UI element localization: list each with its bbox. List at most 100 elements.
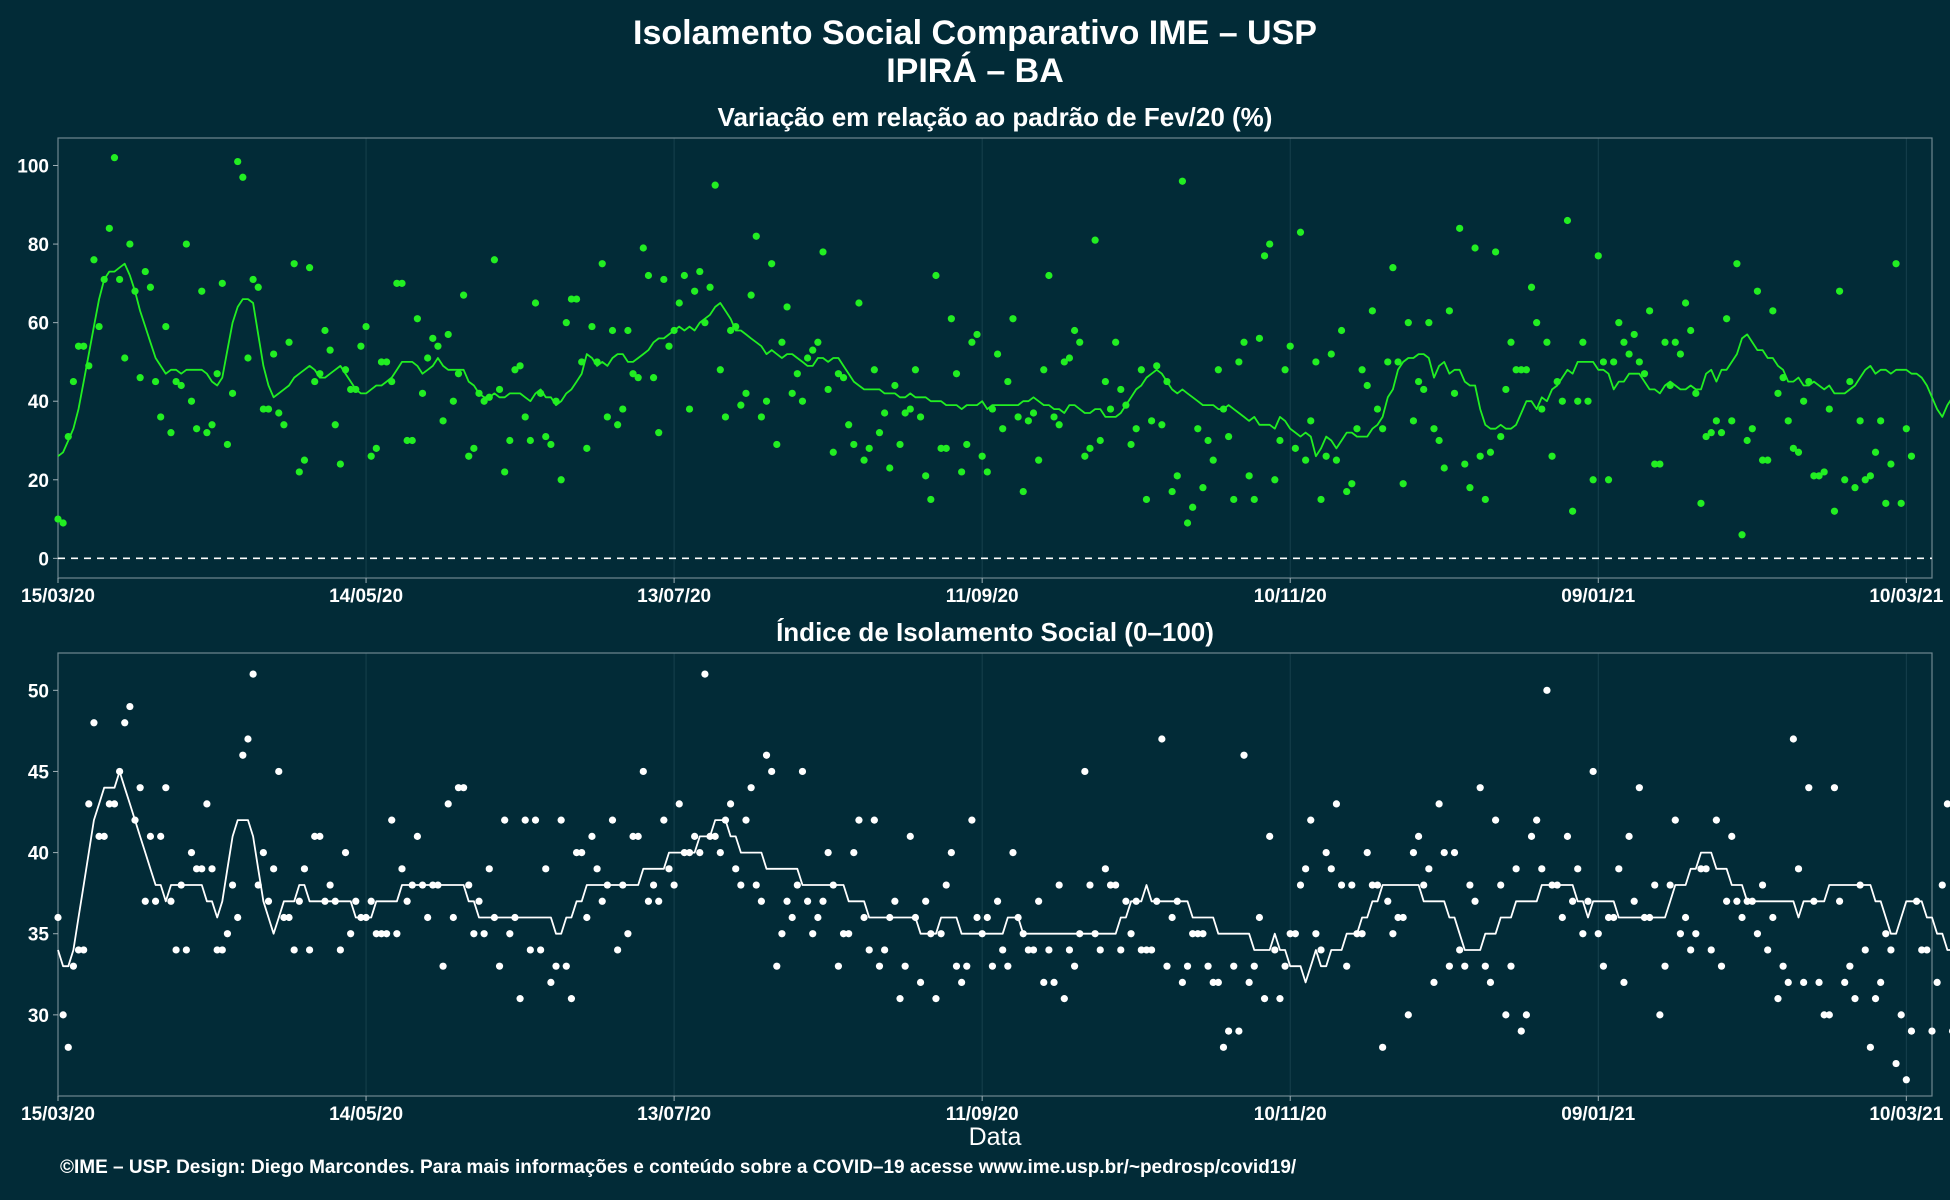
data-point <box>1491 816 1500 824</box>
data-point <box>326 881 334 889</box>
data-point <box>511 366 519 374</box>
data-point <box>1517 366 1525 374</box>
data-point <box>583 444 591 452</box>
chart-subtitle: IPIRÁ – BA <box>886 52 1064 90</box>
data-point <box>1168 487 1176 496</box>
data-point <box>875 429 884 437</box>
data-point <box>860 456 868 464</box>
data-point <box>870 366 878 374</box>
data-point <box>1060 995 1068 1003</box>
data-point <box>1004 962 1012 970</box>
data-point <box>542 432 550 441</box>
panel-border <box>57 652 1933 1097</box>
data-point <box>460 784 468 792</box>
data-point <box>1687 946 1695 954</box>
data-point <box>1045 271 1053 280</box>
data-point <box>1820 1011 1828 1019</box>
data-point <box>352 897 360 905</box>
data-point <box>398 865 406 873</box>
chart-title: Isolamento Social Comparativo IME – USP <box>633 14 1317 52</box>
y-tick-label: 100 <box>17 157 49 178</box>
data-point <box>1209 978 1217 987</box>
data-point <box>1918 946 1926 954</box>
data-point <box>1640 370 1649 378</box>
data-point <box>424 354 432 362</box>
data-point <box>819 248 827 256</box>
data-point <box>424 913 432 922</box>
data-point <box>408 436 416 445</box>
data-point <box>1029 409 1038 417</box>
data-point <box>1245 978 1253 987</box>
data-point <box>542 865 550 873</box>
data-point <box>968 816 976 824</box>
data-point <box>413 315 421 323</box>
data-point <box>1158 735 1166 743</box>
data-point <box>126 702 134 711</box>
data-point <box>865 444 873 452</box>
data-point <box>567 295 576 303</box>
data-point <box>1065 946 1074 954</box>
data-point <box>1548 452 1556 460</box>
data-point <box>1137 366 1145 374</box>
data-point <box>1404 319 1412 327</box>
data-point <box>1671 816 1679 824</box>
data-point <box>1337 881 1346 889</box>
data-point <box>321 326 329 335</box>
x-tick-label: 09/01/21 <box>1561 586 1635 607</box>
data-point <box>1296 228 1305 236</box>
x-tick-label: 10/11/20 <box>1254 1104 1327 1125</box>
data-point <box>1414 832 1423 840</box>
data-point <box>1902 425 1910 433</box>
data-point <box>973 913 981 922</box>
x-tick-label: 15/03/20 <box>21 1104 95 1125</box>
data-point <box>845 421 853 429</box>
data-point <box>922 897 930 905</box>
data-point <box>1147 946 1156 954</box>
data-point <box>418 389 427 397</box>
data-point <box>1153 362 1161 370</box>
data-point <box>1019 487 1027 496</box>
data-point <box>1199 930 1207 938</box>
data-point <box>1240 751 1248 759</box>
data-point <box>1081 452 1089 460</box>
data-point <box>1255 334 1264 342</box>
data-point <box>1076 338 1084 346</box>
data-point <box>1887 946 1895 954</box>
data-point <box>911 366 920 374</box>
data-point <box>1399 913 1407 922</box>
data-point <box>316 832 324 840</box>
data-point <box>347 385 355 394</box>
data-point <box>747 291 755 299</box>
data-point <box>259 848 267 857</box>
data-point <box>249 275 257 284</box>
data-point <box>624 930 632 938</box>
data-point <box>1435 800 1443 808</box>
data-point <box>1219 1043 1228 1051</box>
data-point <box>465 452 473 460</box>
data-point <box>1507 338 1515 346</box>
data-point <box>1835 897 1844 905</box>
y-tick-label: 45 <box>28 762 50 783</box>
data-point <box>850 440 858 449</box>
data-point <box>1635 784 1643 792</box>
data-point <box>947 848 955 857</box>
data-point <box>778 338 786 346</box>
data-point <box>228 881 237 889</box>
data-point <box>146 283 155 291</box>
data-point <box>578 848 586 857</box>
data-point <box>603 413 611 421</box>
data-point <box>403 897 411 905</box>
data-point <box>398 279 406 287</box>
data-point <box>1723 315 1731 323</box>
data-point <box>1101 377 1109 386</box>
data-point <box>1887 460 1895 468</box>
data-point <box>1379 425 1387 433</box>
data-point <box>1127 930 1135 938</box>
data-point <box>1456 224 1464 232</box>
data-point <box>1409 848 1418 857</box>
data-point <box>696 848 704 857</box>
data-point <box>1491 248 1500 256</box>
data-point <box>336 460 344 468</box>
data-point <box>74 946 83 954</box>
data-point <box>1743 436 1751 445</box>
